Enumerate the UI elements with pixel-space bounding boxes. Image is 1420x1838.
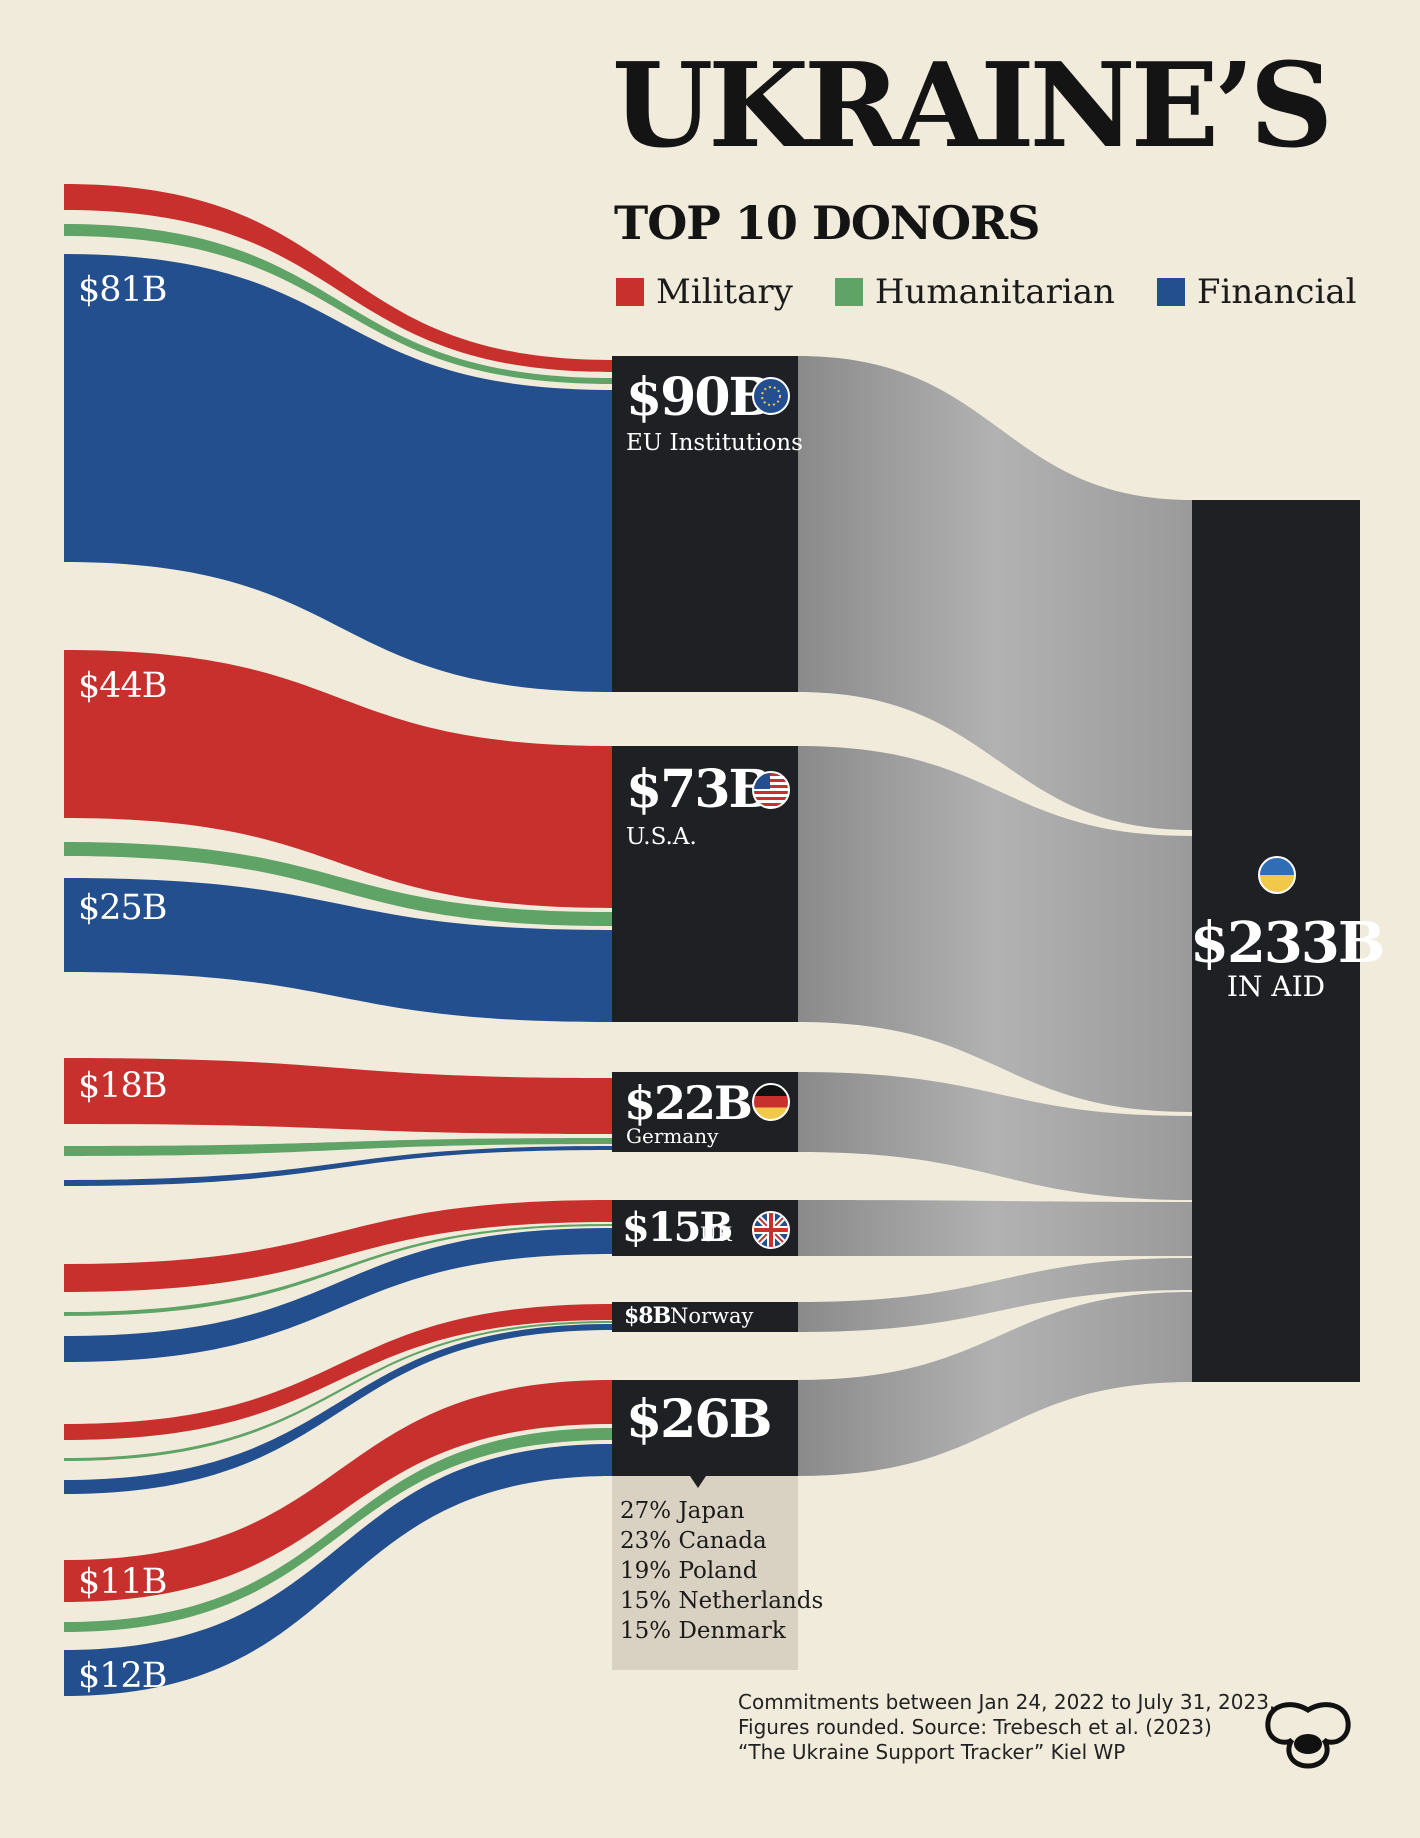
legend-label-humanitarian: Humanitarian <box>874 272 1115 312</box>
legend-label-military: Military <box>656 272 793 312</box>
legend-swatch-financial <box>1156 278 1185 306</box>
others-pct: 15% <box>620 1618 672 1644</box>
legend-item-military: Military <box>616 272 793 312</box>
donor-name-uk: UK <box>700 1222 732 1246</box>
donor-name-germany: Germany <box>626 1124 719 1148</box>
flow-eu-military <box>64 184 612 372</box>
donor-name-usa: U.S.A. <box>626 824 697 850</box>
flow-norway-humanitarian <box>64 1321 612 1461</box>
outflow-usa <box>798 746 1192 1112</box>
label-usa-financial: $25B <box>78 888 168 928</box>
flow-others-financial <box>64 1444 612 1696</box>
flow-eu-humanitarian <box>64 224 612 384</box>
others-row: 27% Japan <box>620 1496 823 1526</box>
page-subtitle: TOP 10 DONORS <box>614 196 1040 250</box>
donor-amount-norway: $8B <box>624 1303 671 1329</box>
legend-swatch-military <box>616 278 644 306</box>
others-row: 19% Poland <box>620 1556 823 1586</box>
others-row: 15% Netherlands <box>620 1586 823 1616</box>
others-pct: 19% <box>620 1558 672 1584</box>
others-pct: 15% <box>620 1588 672 1614</box>
label-others-financial: $12B <box>78 1656 168 1696</box>
others-pct: 27% <box>620 1498 672 1524</box>
footnote-line: Commitments between Jan 24, 2022 to July… <box>738 1690 1276 1714</box>
outflow-norway <box>798 1258 1192 1332</box>
legend-label-financial: Financial <box>1196 272 1357 312</box>
outflow-others <box>798 1292 1192 1476</box>
germany-flag-icon <box>752 1083 790 1121</box>
flow-germany-humanitarian <box>64 1138 612 1156</box>
others-country: Poland <box>678 1558 758 1584</box>
legend-swatch-humanitarian <box>834 278 863 306</box>
flow-usa-humanitarian <box>64 842 612 926</box>
donor-box-others <box>612 1380 798 1476</box>
donor-amount-germany: $22B <box>624 1076 753 1130</box>
label-others-military: $11B <box>78 1562 168 1602</box>
flow-uk-humanitarian <box>64 1224 612 1316</box>
donor-name-eu: EU Institutions <box>626 430 803 456</box>
eu-flag-icon <box>752 377 790 415</box>
label-germany-military: $18B <box>78 1066 168 1106</box>
others-country: Denmark <box>678 1618 786 1644</box>
donor-amount-usa: $73B <box>626 759 772 820</box>
total-label: IN AID <box>1226 970 1326 1003</box>
footnote-line: “The Ukraine Support Tracker” Kiel WP <box>738 1740 1126 1764</box>
page-title: UKRAINE’S <box>612 38 1333 174</box>
flow-usa-military <box>64 650 612 908</box>
flow-others-humanitarian <box>64 1428 612 1632</box>
outflow-eu <box>798 356 1192 830</box>
flow-eu-financial <box>64 254 612 692</box>
others-pointer <box>690 1476 706 1488</box>
legend-item-humanitarian: Humanitarian <box>834 272 1115 312</box>
footnote: Commitments between Jan 24, 2022 to July… <box>738 1690 1275 1765</box>
ukraine-flag-icon <box>1258 856 1296 894</box>
outflow-uk <box>798 1200 1192 1256</box>
flow-others-military <box>64 1380 612 1602</box>
label-eu-financial: $81B <box>78 270 168 310</box>
uk-flag-icon <box>752 1211 790 1249</box>
flow-uk-financial <box>64 1228 612 1362</box>
donor-name-norway: Norway <box>670 1304 754 1328</box>
donor-amount-others: $26B <box>626 1389 772 1450</box>
donor-box-norway <box>612 1302 798 1332</box>
others-pct: 23% <box>620 1528 672 1554</box>
legend-item-financial: Financial <box>1156 272 1357 312</box>
label-usa-military: $44B <box>78 666 168 706</box>
others-country: Netherlands <box>678 1588 824 1614</box>
total-box <box>1192 500 1360 1382</box>
donor-amount-uk: $15B <box>622 1204 733 1251</box>
flow-germany-military <box>64 1058 612 1134</box>
others-row: 23% Canada <box>620 1526 823 1556</box>
donor-amount-eu: $90B <box>626 367 772 428</box>
flow-norway-military <box>64 1304 612 1440</box>
total-amount: $233B <box>1190 910 1385 976</box>
flow-germany-financial <box>64 1146 612 1186</box>
flow-norway-financial <box>64 1324 612 1494</box>
others-breakdown-list: 27% Japan 23% Canada 19% Poland 15% Neth… <box>620 1496 823 1646</box>
flow-uk-military <box>64 1200 612 1292</box>
others-country: Japan <box>678 1498 745 1524</box>
publisher-logo-icon <box>1265 1702 1351 1769</box>
others-row: 15% Denmark <box>620 1616 823 1646</box>
others-breakdown-panel <box>612 1476 798 1670</box>
footnote-line: Figures rounded. Source: Trebesch et al.… <box>738 1715 1212 1739</box>
outflow-germany <box>798 1072 1192 1200</box>
flow-usa-financial <box>64 878 612 1022</box>
others-country: Canada <box>678 1528 767 1554</box>
legend: Military Humanitarian Financial <box>616 272 1357 312</box>
usa-flag-icon <box>752 771 790 809</box>
